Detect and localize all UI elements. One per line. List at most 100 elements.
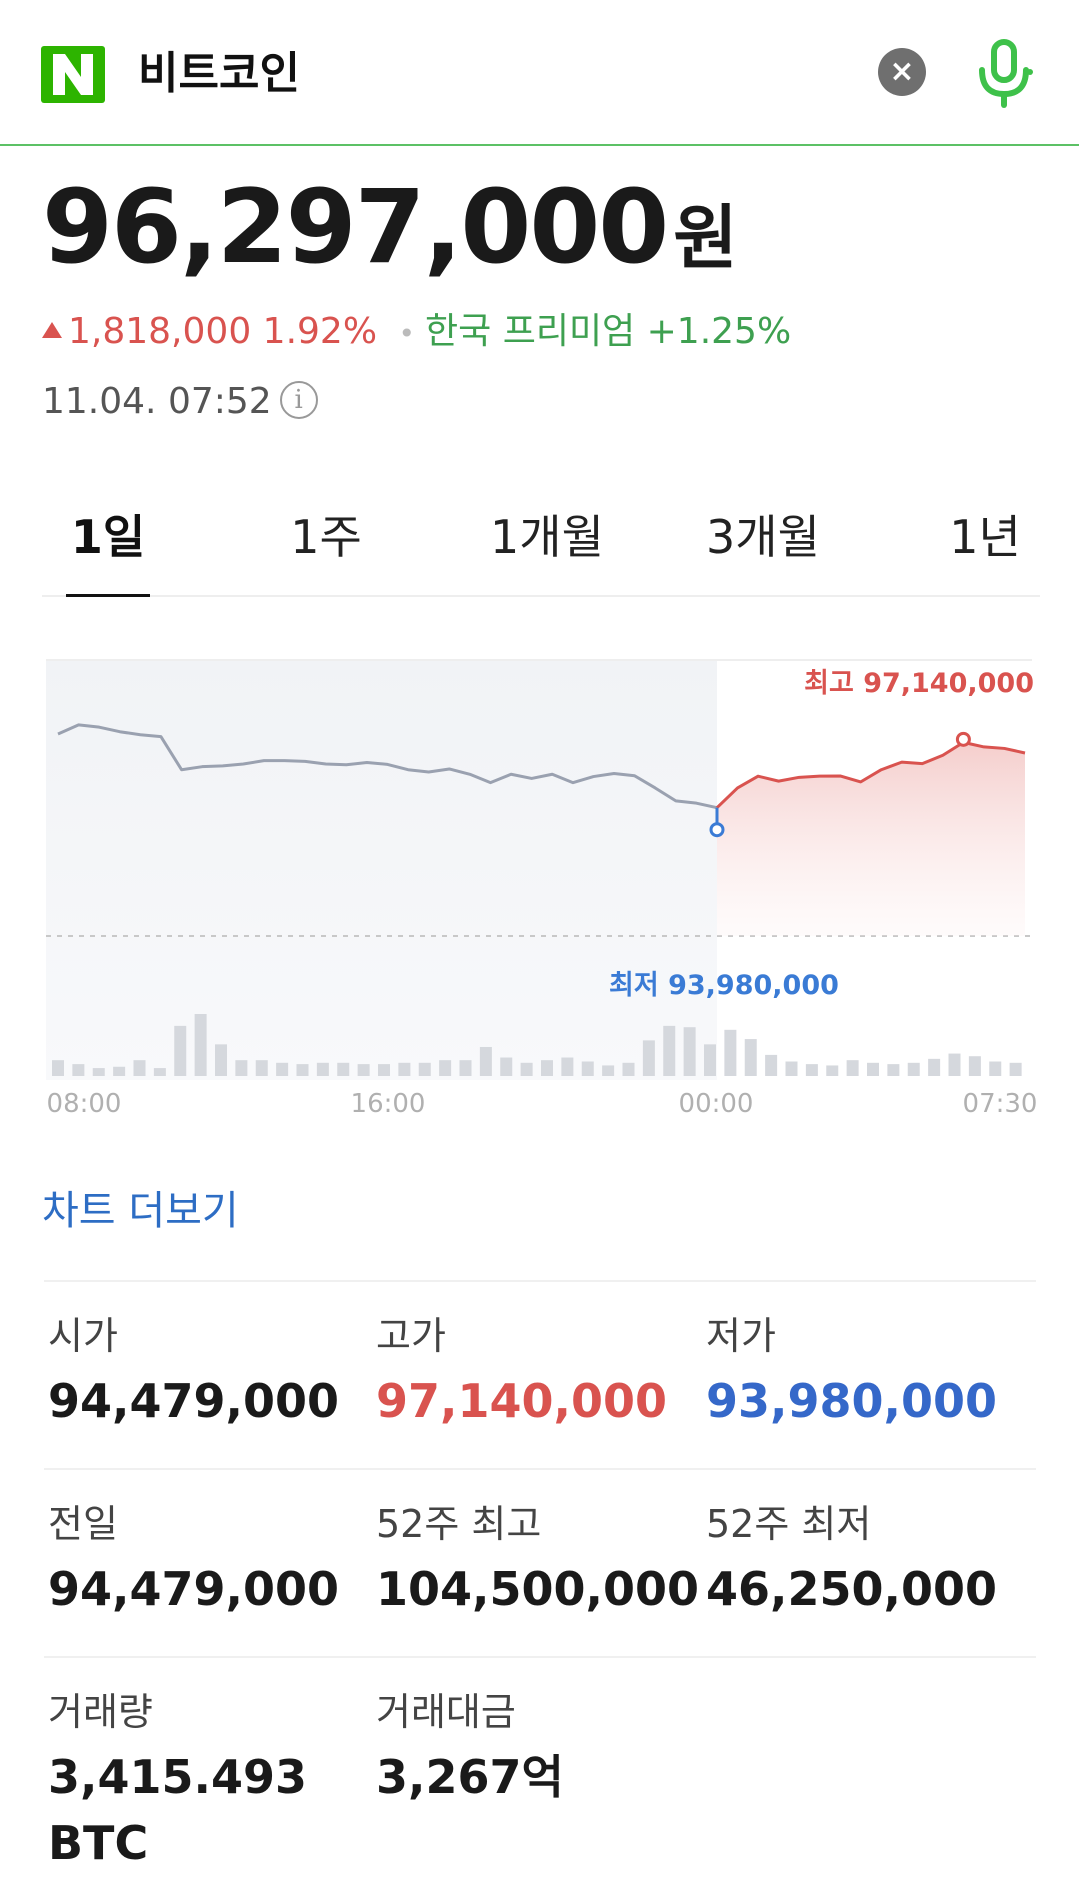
korea-premium-label: 한국 프리미엄 <box>425 311 636 352</box>
tab-1day[interactable]: 1일 <box>66 505 150 597</box>
price-timestamp: 11.04. 07:52 <box>42 381 272 422</box>
volume-bar <box>887 1064 900 1076</box>
volume-bar <box>255 1060 268 1076</box>
volume-bar <box>133 1060 146 1076</box>
volume-bar <box>602 1065 615 1076</box>
volume-bar <box>72 1064 85 1076</box>
stat-value: 93,980,000 <box>706 1374 998 1428</box>
stat-label: 시가 <box>48 1314 118 1358</box>
volume-bar <box>1009 1062 1022 1076</box>
series-line-after-low <box>715 740 1026 809</box>
tab-1year[interactable]: 1년 <box>949 510 1021 564</box>
stats-row: 시가 94,479,000 고가 97,140,000 저가 93,980,00… <box>44 1280 1036 1468</box>
x-tick-label: 00:00 <box>679 1089 754 1119</box>
clear-search-button[interactable]: × <box>878 48 926 96</box>
volume-bar <box>744 1039 757 1076</box>
tab-1week[interactable]: 1주 <box>290 510 362 564</box>
high-marker-point <box>955 731 971 747</box>
volume-bar <box>316 1062 329 1076</box>
low-marker-point <box>709 822 725 838</box>
volume-bar <box>724 1029 737 1076</box>
volume-bar <box>194 1014 207 1076</box>
stat-value: 3,267억 <box>376 1750 564 1804</box>
volume-bar <box>174 1025 187 1076</box>
volume-bar <box>826 1065 839 1076</box>
volume-bar <box>805 1064 818 1076</box>
volume-bar <box>968 1056 981 1076</box>
volume-bar <box>520 1062 533 1076</box>
volume-bar <box>642 1040 655 1076</box>
price-value: 96,297,000 <box>42 168 669 287</box>
series-area-after-low <box>717 742 1025 936</box>
info-icon[interactable]: i <box>279 381 318 419</box>
stat-high: 고가 97,140,000 <box>376 1310 667 1434</box>
stat-volume: 거래량 3,415.493 BTC <box>48 1686 348 1876</box>
volume-bar <box>704 1044 716 1076</box>
volume-bar <box>296 1064 309 1076</box>
tab-3month[interactable]: 3개월 <box>706 510 820 564</box>
volume-bar <box>479 1046 492 1076</box>
volume-bar <box>622 1062 635 1076</box>
price-chart[interactable]: 최저 93,980,000 최고 97,140,000 08:00 16:00 00:0… <box>0 640 1079 1120</box>
low-label: 최저 93,980,000 <box>609 970 839 1001</box>
stat-low: 저가 93,980,000 <box>706 1310 997 1434</box>
stats-row: 전일 94,479,000 52주 최고 104,500,000 52주 최저 … <box>44 1468 1036 1656</box>
stat-label: 전일 <box>48 1502 118 1546</box>
stat-prev-close: 전일 94,479,000 <box>48 1498 339 1622</box>
chart-past-background <box>46 660 717 1080</box>
volume-bar <box>948 1053 961 1076</box>
volume-bar <box>459 1060 472 1076</box>
microphone-icon[interactable] <box>974 38 1034 108</box>
x-tick-label: 16:00 <box>351 1089 426 1119</box>
x-tick-label: 08:00 <box>47 1089 122 1119</box>
volume-bar <box>439 1060 452 1076</box>
volume-bar <box>276 1062 289 1076</box>
price-change-line: 1,818,000 1.92% • 한국 프리미엄 +1.25% <box>42 308 791 358</box>
high-label: 최고 97,140,000 <box>804 668 1034 699</box>
volume-bar <box>663 1025 676 1076</box>
price-change: 1,818,000 <box>68 311 252 352</box>
volume-bar <box>378 1064 390 1076</box>
volume-bar <box>113 1066 126 1076</box>
stat-label: 저가 <box>706 1314 776 1358</box>
price-unit: 원 <box>673 197 738 279</box>
volume-bar <box>928 1058 941 1076</box>
stat-52w-high: 52주 최고 104,500,000 <box>376 1498 699 1622</box>
period-tabs: 1일 1주 1개월 3개월 1년 <box>42 505 1040 597</box>
stat-value: 104,500,000 <box>376 1562 700 1616</box>
volume-bar <box>52 1060 64 1076</box>
volume-bar <box>153 1068 166 1076</box>
volume-bar <box>765 1054 778 1076</box>
search-header: 비트코인 × <box>0 0 1079 146</box>
price-chart-svg: 최저 93,980,000 최고 97,140,000 08:00 16:00 00:0… <box>46 659 1038 1119</box>
volume-bar <box>215 1044 227 1076</box>
volume-bar <box>235 1060 248 1076</box>
stat-52w-low: 52주 최저 46,250,000 <box>706 1498 997 1622</box>
korea-premium-value: +1.25% <box>646 311 792 352</box>
stat-label: 52주 최저 <box>706 1502 872 1546</box>
volume-bar <box>357 1064 370 1076</box>
stat-trade-value: 거래대금 3,267억 <box>376 1686 564 1810</box>
stat-label: 52주 최고 <box>376 1502 542 1546</box>
tab-1month[interactable]: 1개월 <box>490 510 604 564</box>
x-tick-label: 07:30 <box>963 1089 1038 1119</box>
stat-label: 거래량 <box>48 1690 153 1734</box>
volume-bar <box>581 1061 594 1076</box>
stats-grid: 시가 94,479,000 고가 97,140,000 저가 93,980,00… <box>44 1280 1036 1870</box>
naver-logo-icon[interactable] <box>41 46 105 103</box>
volume-bar <box>989 1061 1002 1076</box>
current-price: 96,297,000원 <box>42 168 738 317</box>
volume-bar <box>398 1062 411 1076</box>
stat-value: 97,140,000 <box>376 1374 668 1428</box>
stats-row: 거래량 3,415.493 BTC 거래대금 3,267억 <box>44 1656 1036 1870</box>
volume-bar <box>683 1027 696 1076</box>
up-triangle-icon <box>42 322 62 338</box>
more-chart-link[interactable]: 차트 더보기 <box>42 1188 239 1234</box>
stat-value: 94,479,000 <box>48 1562 340 1616</box>
volume-bar <box>907 1062 920 1076</box>
stat-open: 시가 94,479,000 <box>48 1310 339 1434</box>
volume-bar <box>785 1061 798 1076</box>
volume-bar <box>867 1062 879 1076</box>
search-query[interactable]: 비트코인 <box>138 48 300 99</box>
volume-bar <box>418 1062 431 1076</box>
